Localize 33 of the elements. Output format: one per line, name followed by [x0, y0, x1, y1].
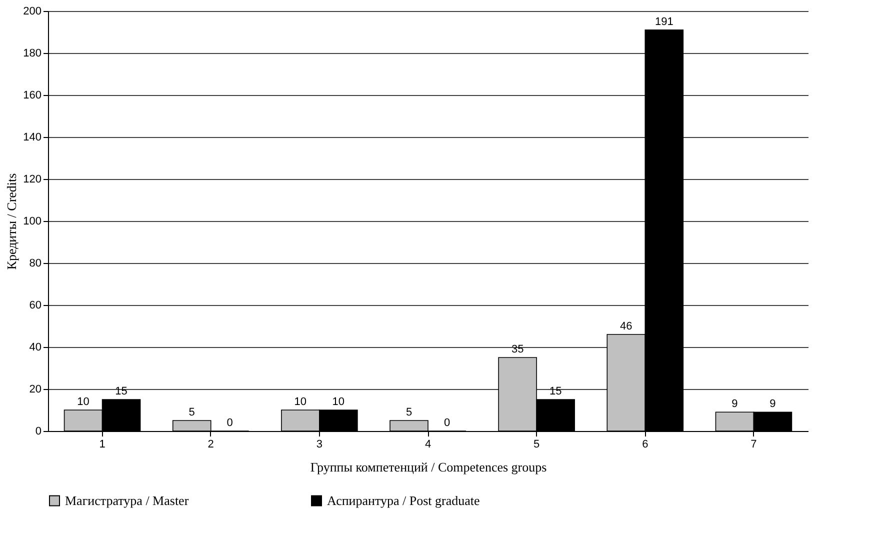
data-label: 10	[332, 396, 345, 408]
x-tick-label: 6	[642, 438, 648, 450]
y-tick-label: 0	[35, 426, 42, 438]
data-label: 10	[294, 396, 307, 408]
y-tick-label: 40	[29, 342, 42, 354]
legend-label: Аспирантура / Post graduate	[327, 492, 480, 508]
data-label: 10	[77, 396, 90, 408]
legend-label: Магистратура / Master	[65, 492, 190, 508]
data-label: 0	[226, 417, 233, 429]
x-tick-label: 3	[316, 438, 322, 450]
y-tick-label: 100	[23, 216, 42, 228]
y-tick-label: 180	[23, 48, 42, 60]
y-tick-label: 80	[29, 258, 42, 270]
data-label: 5	[188, 406, 195, 418]
y-tick-label: 120	[23, 174, 42, 186]
x-tick-label: 4	[424, 438, 432, 450]
y-tick-label: 140	[23, 132, 42, 144]
data-label: 5	[406, 406, 412, 418]
x-tick-label: 7	[750, 438, 757, 450]
x-axis-title: Группы компетенций / Competences groups	[310, 460, 547, 474]
data-label: 9	[732, 398, 738, 410]
y-tick-label: 20	[29, 384, 42, 396]
data-label: 0	[444, 417, 450, 429]
x-tick-label: 2	[208, 438, 214, 450]
y-tick-label: 60	[29, 300, 42, 312]
data-label: 46	[620, 320, 632, 332]
data-label: 191	[654, 16, 674, 28]
data-label: 9	[770, 398, 776, 410]
x-tick-label: 5	[534, 438, 540, 450]
x-tick-label: 1	[99, 438, 106, 450]
y-axis-title: Кредиты / Credits	[4, 173, 20, 270]
y-tick-label: 200	[23, 6, 42, 18]
y-tick-label: 160	[23, 90, 42, 102]
